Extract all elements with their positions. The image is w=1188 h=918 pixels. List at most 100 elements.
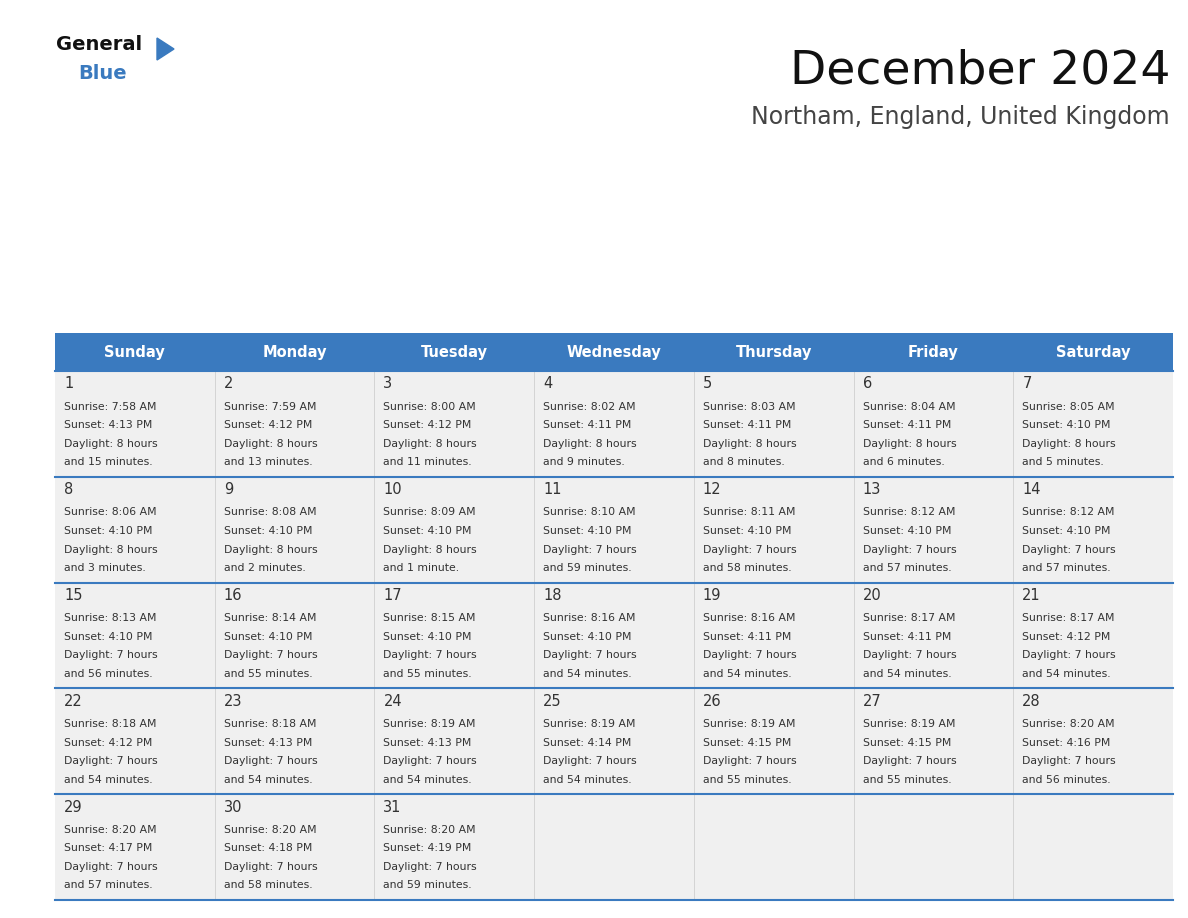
Text: Sunrise: 8:04 AM: Sunrise: 8:04 AM (862, 402, 955, 411)
Text: and 2 minutes.: and 2 minutes. (223, 563, 305, 573)
Text: 29: 29 (64, 800, 83, 814)
Bar (535, 688, 694, 794)
Text: Daylight: 8 hours: Daylight: 8 hours (1023, 439, 1116, 449)
Bar (55, 794, 215, 900)
Text: Daylight: 7 hours: Daylight: 7 hours (862, 650, 956, 660)
Bar (55, 476, 215, 583)
Text: Daylight: 7 hours: Daylight: 7 hours (1023, 544, 1116, 554)
Text: Sunrise: 8:00 AM: Sunrise: 8:00 AM (384, 402, 476, 411)
Text: Daylight: 8 hours: Daylight: 8 hours (543, 439, 637, 449)
Text: Sunrise: 8:18 AM: Sunrise: 8:18 AM (223, 719, 316, 729)
Text: Sunrise: 8:02 AM: Sunrise: 8:02 AM (543, 402, 636, 411)
Text: Sunset: 4:13 PM: Sunset: 4:13 PM (223, 737, 312, 747)
Text: 5: 5 (703, 376, 712, 391)
Text: Sunset: 4:16 PM: Sunset: 4:16 PM (1023, 737, 1111, 747)
Bar (215, 333, 374, 371)
Text: and 58 minutes.: and 58 minutes. (703, 563, 791, 573)
Bar (694, 794, 853, 900)
Text: Sunrise: 8:20 AM: Sunrise: 8:20 AM (384, 825, 476, 834)
Text: Sunset: 4:10 PM: Sunset: 4:10 PM (1023, 526, 1111, 536)
Text: 27: 27 (862, 694, 881, 709)
Text: Sunrise: 8:19 AM: Sunrise: 8:19 AM (862, 719, 955, 729)
Bar (215, 583, 374, 688)
Text: and 54 minutes.: and 54 minutes. (223, 775, 312, 785)
Text: Sunrise: 8:03 AM: Sunrise: 8:03 AM (703, 402, 796, 411)
Text: Daylight: 8 hours: Daylight: 8 hours (384, 439, 478, 449)
Bar (694, 583, 853, 688)
Text: 20: 20 (862, 588, 881, 603)
Text: 2: 2 (223, 376, 233, 391)
Text: Daylight: 8 hours: Daylight: 8 hours (64, 544, 158, 554)
Text: Sunset: 4:10 PM: Sunset: 4:10 PM (543, 632, 632, 642)
Text: Sunset: 4:12 PM: Sunset: 4:12 PM (64, 737, 152, 747)
Text: 3: 3 (384, 376, 392, 391)
Text: Monday: Monday (263, 344, 327, 360)
Bar (853, 476, 1013, 583)
Bar (694, 688, 853, 794)
Text: and 56 minutes.: and 56 minutes. (64, 669, 152, 678)
Text: Sunrise: 8:05 AM: Sunrise: 8:05 AM (1023, 402, 1114, 411)
Text: Sunset: 4:13 PM: Sunset: 4:13 PM (64, 420, 152, 431)
Text: Sunrise: 8:20 AM: Sunrise: 8:20 AM (1023, 719, 1114, 729)
Text: Sunrise: 8:11 AM: Sunrise: 8:11 AM (703, 508, 795, 518)
Bar (1013, 688, 1173, 794)
Text: Daylight: 7 hours: Daylight: 7 hours (64, 756, 158, 767)
Text: and 3 minutes.: and 3 minutes. (64, 563, 146, 573)
Text: 30: 30 (223, 800, 242, 814)
Text: 17: 17 (384, 588, 402, 603)
Text: Sunset: 4:11 PM: Sunset: 4:11 PM (862, 632, 950, 642)
Text: Daylight: 7 hours: Daylight: 7 hours (64, 650, 158, 660)
Text: Sunrise: 8:17 AM: Sunrise: 8:17 AM (862, 613, 955, 623)
Text: Sunrise: 8:16 AM: Sunrise: 8:16 AM (543, 613, 636, 623)
Text: Sunrise: 8:12 AM: Sunrise: 8:12 AM (862, 508, 955, 518)
Text: and 5 minutes.: and 5 minutes. (1023, 457, 1104, 467)
Text: Sunset: 4:10 PM: Sunset: 4:10 PM (384, 632, 472, 642)
Text: and 54 minutes.: and 54 minutes. (1023, 669, 1111, 678)
Text: 15: 15 (64, 588, 82, 603)
Text: Sunset: 4:12 PM: Sunset: 4:12 PM (223, 420, 312, 431)
Text: Sunset: 4:10 PM: Sunset: 4:10 PM (64, 526, 152, 536)
Text: Sunset: 4:15 PM: Sunset: 4:15 PM (862, 737, 950, 747)
Bar (694, 476, 853, 583)
Text: 13: 13 (862, 482, 881, 498)
Text: Sunrise: 8:08 AM: Sunrise: 8:08 AM (223, 508, 316, 518)
Text: Daylight: 7 hours: Daylight: 7 hours (703, 544, 796, 554)
Text: 4: 4 (543, 376, 552, 391)
Text: Sunset: 4:10 PM: Sunset: 4:10 PM (862, 526, 952, 536)
Text: Daylight: 7 hours: Daylight: 7 hours (862, 544, 956, 554)
Text: and 54 minutes.: and 54 minutes. (543, 669, 632, 678)
Bar (1013, 476, 1173, 583)
Text: 8: 8 (64, 482, 74, 498)
Text: Sunrise: 8:18 AM: Sunrise: 8:18 AM (64, 719, 157, 729)
Text: 23: 23 (223, 694, 242, 709)
Bar (215, 794, 374, 900)
Text: 18: 18 (543, 588, 562, 603)
Text: 28: 28 (1023, 694, 1041, 709)
Text: Sunset: 4:11 PM: Sunset: 4:11 PM (703, 420, 791, 431)
Text: 19: 19 (703, 588, 721, 603)
Bar (535, 583, 694, 688)
Bar (215, 688, 374, 794)
Text: Daylight: 7 hours: Daylight: 7 hours (384, 756, 478, 767)
Text: 31: 31 (384, 800, 402, 814)
Text: and 57 minutes.: and 57 minutes. (64, 880, 152, 890)
Text: Sunrise: 8:14 AM: Sunrise: 8:14 AM (223, 613, 316, 623)
Text: Sunrise: 8:20 AM: Sunrise: 8:20 AM (223, 825, 316, 834)
Text: Sunrise: 8:20 AM: Sunrise: 8:20 AM (64, 825, 157, 834)
Text: Daylight: 8 hours: Daylight: 8 hours (223, 544, 317, 554)
Text: Sunset: 4:11 PM: Sunset: 4:11 PM (862, 420, 950, 431)
Text: 1: 1 (64, 376, 74, 391)
Text: Sunrise: 8:15 AM: Sunrise: 8:15 AM (384, 613, 476, 623)
Text: Sunset: 4:10 PM: Sunset: 4:10 PM (1023, 420, 1111, 431)
Bar (853, 371, 1013, 476)
Text: 24: 24 (384, 694, 402, 709)
Bar (1013, 333, 1173, 371)
Bar (215, 371, 374, 476)
Text: Daylight: 7 hours: Daylight: 7 hours (223, 862, 317, 872)
Text: Sunset: 4:12 PM: Sunset: 4:12 PM (384, 420, 472, 431)
Text: Sunset: 4:10 PM: Sunset: 4:10 PM (64, 632, 152, 642)
Text: Daylight: 8 hours: Daylight: 8 hours (703, 439, 796, 449)
Bar (694, 371, 853, 476)
Text: Daylight: 8 hours: Daylight: 8 hours (384, 544, 478, 554)
Bar (55, 333, 215, 371)
